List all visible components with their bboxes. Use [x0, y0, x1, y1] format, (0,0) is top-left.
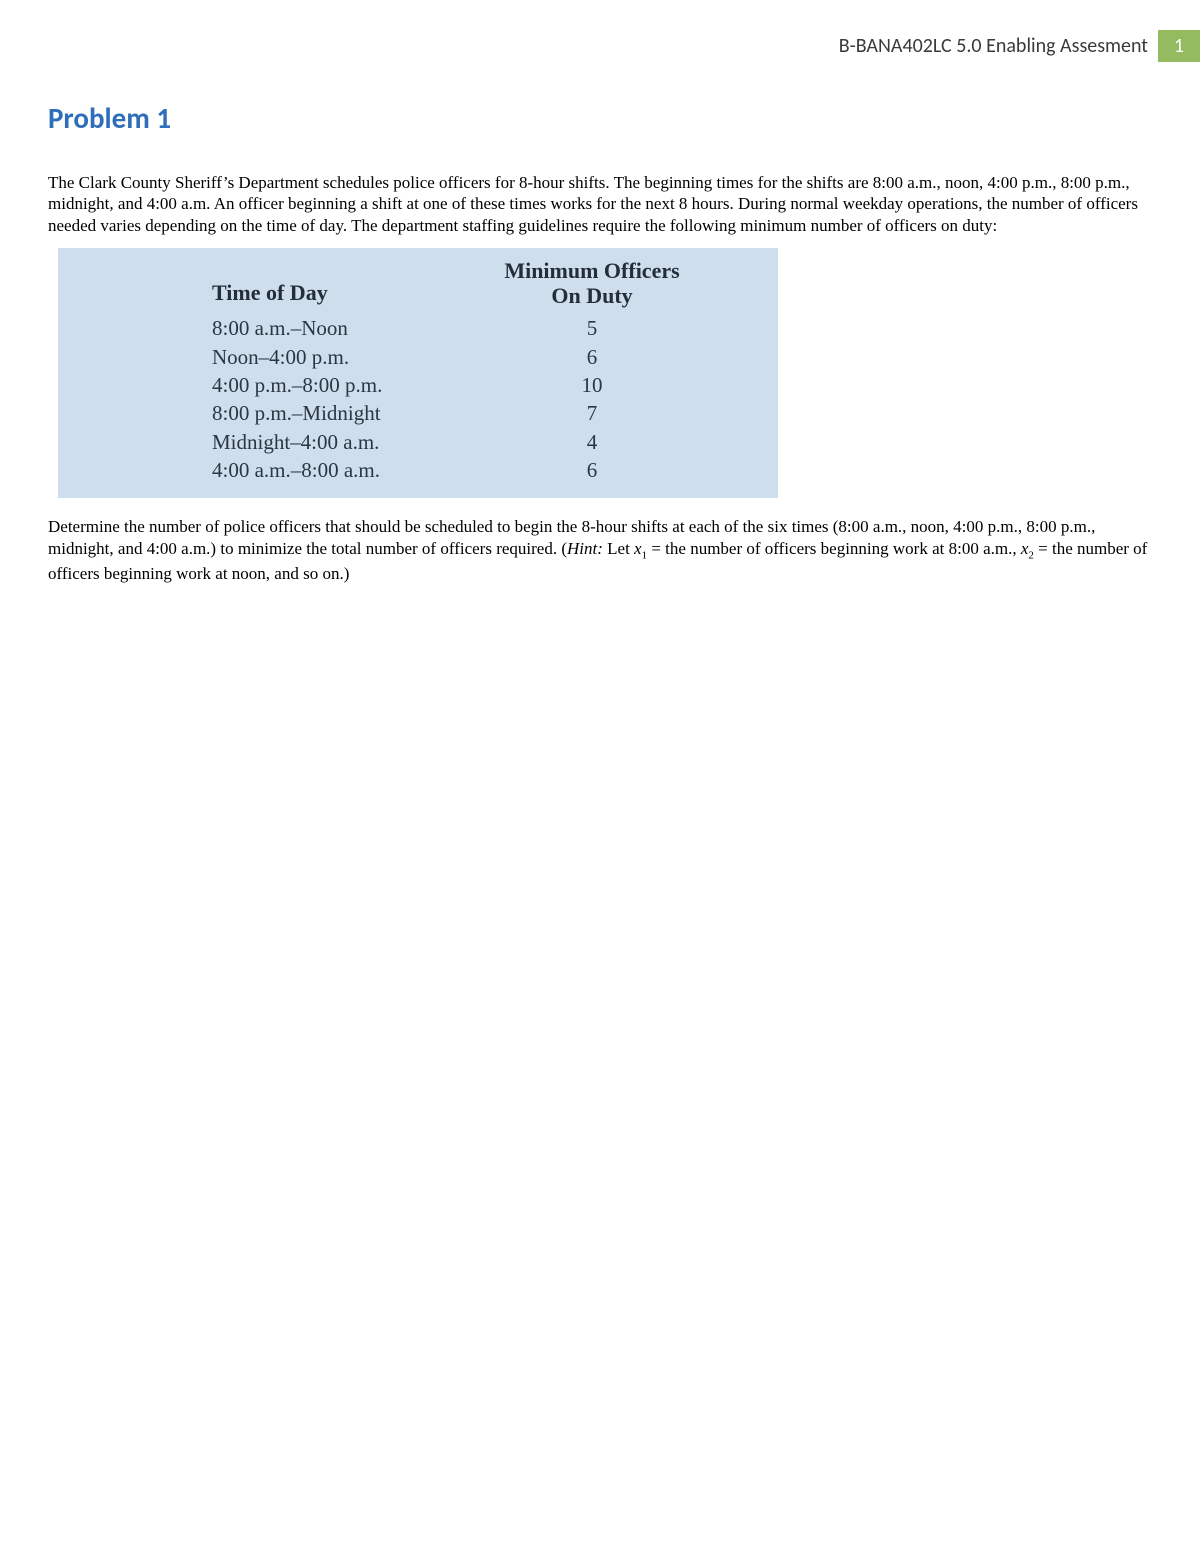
hint-text: Let [603, 539, 634, 558]
page-header: B-BANA402LC 5.0 Enabling Assesment 1 [839, 30, 1200, 62]
table-row: Midnight–4:00 a.m. 4 [212, 428, 778, 456]
page-content: Problem 1 The Clark County Sheriff’s Dep… [48, 100, 1152, 590]
cell-min: 6 [482, 343, 702, 371]
col-header-time: Time of Day [212, 258, 482, 309]
table-row: Noon–4:00 p.m. 6 [212, 343, 778, 371]
cell-time: 4:00 a.m.–8:00 a.m. [212, 456, 482, 484]
table-header-row: Time of Day Minimum Officers On Duty [212, 258, 778, 309]
hint-label: Hint: [567, 539, 603, 558]
table-row: 4:00 p.m.–8:00 p.m. 10 [212, 371, 778, 399]
table-row: 4:00 a.m.–8:00 a.m. 6 [212, 456, 778, 484]
cell-time: 8:00 a.m.–Noon [212, 314, 482, 342]
cell-time: Noon–4:00 p.m. [212, 343, 482, 371]
table-row: 8:00 p.m.–Midnight 7 [212, 399, 778, 427]
col-header-min-officers: Minimum Officers On Duty [482, 258, 702, 309]
page-number: 1 [1158, 30, 1200, 62]
table-row: 8:00 a.m.–Noon 5 [212, 314, 778, 342]
cell-min: 5 [482, 314, 702, 342]
course-label: B-BANA402LC 5.0 Enabling Assesment [839, 30, 1158, 62]
cell-min: 10 [482, 371, 702, 399]
cell-min: 6 [482, 456, 702, 484]
cell-time: Midnight–4:00 a.m. [212, 428, 482, 456]
problem-title: Problem 1 [48, 100, 1152, 136]
var-x1: x [634, 539, 642, 558]
hint-text: = the number of officers beginning work … [647, 539, 1021, 558]
cell-time: 8:00 p.m.–Midnight [212, 399, 482, 427]
cell-time: 4:00 p.m.–8:00 p.m. [212, 371, 482, 399]
cell-min: 7 [482, 399, 702, 427]
problem-question: Determine the number of police officers … [48, 516, 1152, 584]
problem-intro: The Clark County Sheriff’s Department sc… [48, 172, 1152, 236]
cell-min: 4 [482, 428, 702, 456]
staffing-table: Time of Day Minimum Officers On Duty 8:0… [58, 248, 778, 499]
